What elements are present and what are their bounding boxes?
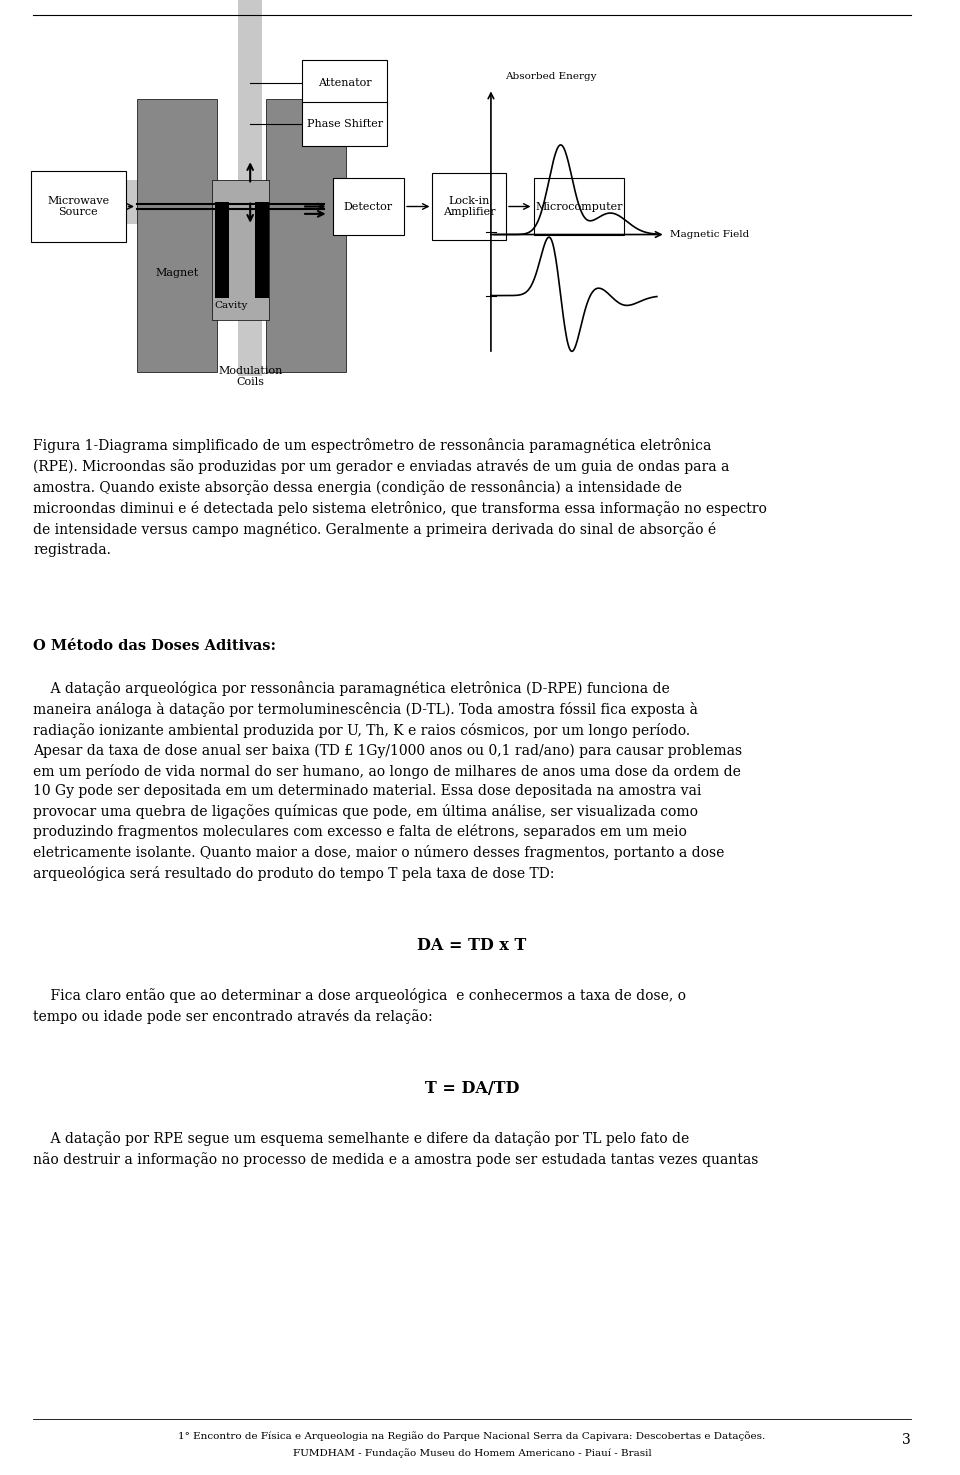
FancyBboxPatch shape	[302, 60, 387, 105]
Text: Microcomputer: Microcomputer	[535, 202, 622, 211]
Text: Cavity: Cavity	[215, 301, 248, 310]
Bar	[266, 99, 347, 372]
Bar	[255, 202, 269, 298]
Text: O Método das Doses Aditivas:: O Método das Doses Aditivas:	[33, 639, 276, 652]
Text: 3: 3	[902, 1432, 911, 1447]
Bar	[212, 180, 269, 320]
Text: Modulation
Coils: Modulation Coils	[218, 366, 282, 388]
Bar	[137, 99, 217, 372]
Bar	[215, 202, 229, 298]
Text: Figura 1-Diagrama simplificado de um espectrômetro de ressonância paramagnética : Figura 1-Diagrama simplificado de um esp…	[33, 438, 767, 556]
Text: Fica claro então que ao determinar a dose arqueológica  e conhecermos a taxa de : Fica claro então que ao determinar a dos…	[33, 988, 686, 1024]
Bar	[123, 180, 325, 224]
Text: Lock-in
Amplifier: Lock-in Amplifier	[443, 196, 495, 217]
FancyBboxPatch shape	[31, 171, 126, 242]
Text: A datação arqueológica por ressonância paramagnética eletrônica (D-RPE) funciona: A datação arqueológica por ressonância p…	[33, 681, 742, 881]
Text: Absorbed Energy: Absorbed Energy	[505, 72, 596, 81]
Text: DA = TD x T: DA = TD x T	[418, 937, 527, 954]
Text: Phase Shifter: Phase Shifter	[306, 119, 383, 128]
FancyBboxPatch shape	[333, 178, 403, 235]
FancyBboxPatch shape	[302, 102, 387, 146]
Text: FUMDHAM - Fundação Museu do Homem Americano - Piauí - Brasil: FUMDHAM - Fundação Museu do Homem Americ…	[293, 1448, 652, 1459]
Text: Magnet: Magnet	[156, 268, 199, 277]
FancyBboxPatch shape	[432, 173, 506, 239]
Text: Detector: Detector	[344, 202, 393, 211]
Text: Microwave
Source: Microwave Source	[47, 196, 109, 217]
Text: Magnetic Field: Magnetic Field	[670, 230, 750, 239]
Text: A datação por RPE segue um esquema semelhante e difere da datação por TL pelo fa: A datação por RPE segue um esquema semel…	[33, 1131, 758, 1167]
FancyBboxPatch shape	[534, 178, 624, 235]
Bar	[238, 0, 262, 376]
Text: 1° Encontro de Física e Arqueologia na Região do Parque Nacional Serra da Capiva: 1° Encontro de Física e Arqueologia na R…	[179, 1431, 766, 1441]
Text: Attenator: Attenator	[318, 78, 372, 87]
Text: T = DA/TD: T = DA/TD	[425, 1080, 519, 1097]
